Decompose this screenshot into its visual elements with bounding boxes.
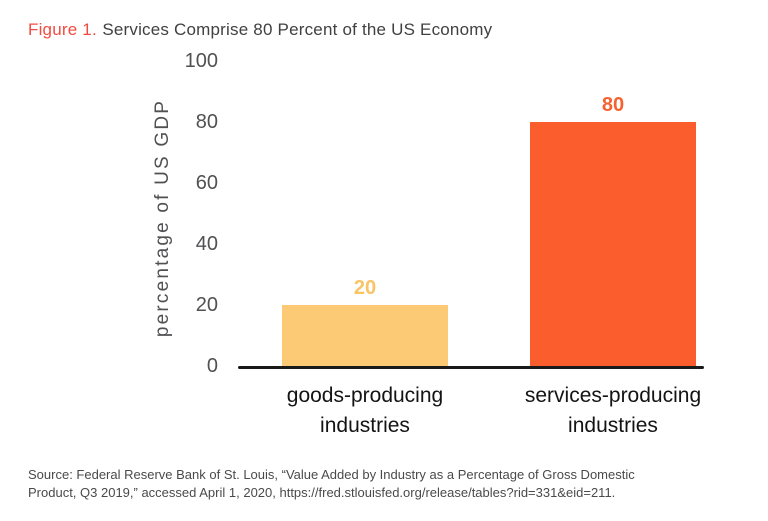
y-tick-label: 40 (195, 233, 218, 255)
source-note: Source: Federal Reserve Bank of St. Loui… (28, 467, 635, 500)
x-axis-line (238, 366, 704, 369)
y-tick-label: 80 (195, 111, 218, 133)
bar-chart: percentage of US GDP 0 20 40 60 80 100 20 good… (152, 50, 704, 437)
figure-title: Figure 1. Services Comprise 80 Percent of… (28, 20, 492, 40)
y-tick-label: 20 (195, 294, 218, 316)
y-tick-label: 60 (195, 172, 218, 194)
x-category-label: goods-producing industries (286, 384, 444, 437)
y-tick-label: 0 (206, 355, 218, 377)
bar-value-label: 20 (353, 277, 377, 299)
x-category-label: services-producing industries (524, 384, 702, 437)
figure-number: Figure 1. (28, 20, 97, 39)
bar-goods (282, 305, 448, 366)
bar-value-label: 80 (601, 94, 625, 116)
y-tick-label: 100 (184, 50, 218, 72)
figure-title-text: Services Comprise 80 Percent of the US E… (102, 20, 493, 39)
bar-services (530, 122, 696, 366)
